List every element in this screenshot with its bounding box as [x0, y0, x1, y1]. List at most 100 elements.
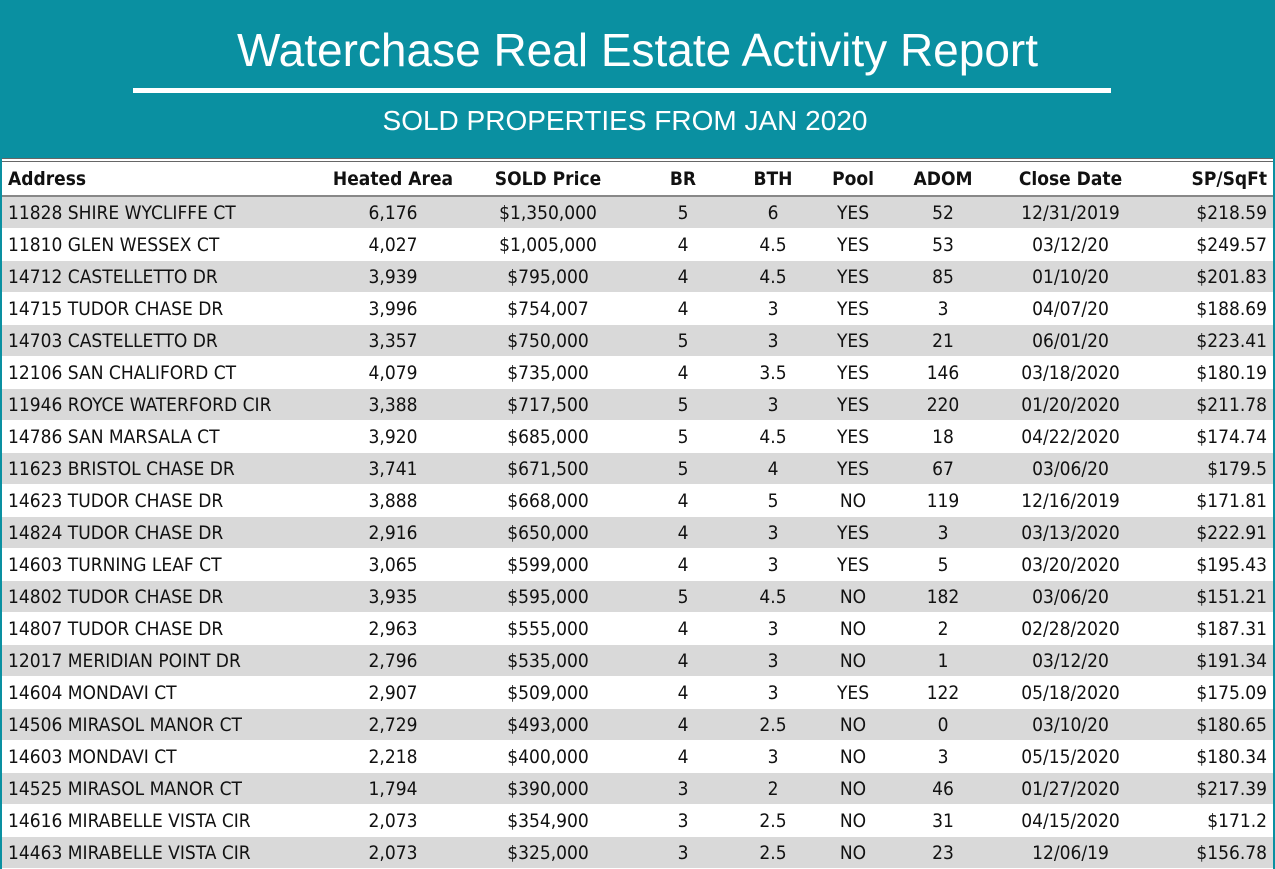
cell-heated-area: 3,388: [368, 393, 418, 416]
cell-br: 5: [677, 201, 689, 224]
cell-pool: YES: [836, 297, 870, 320]
cell-heated-area: 2,796: [368, 649, 418, 672]
column-header-sold-price: SOLD Price: [494, 167, 602, 190]
cell-sp-sqft: $180.19: [1196, 361, 1267, 384]
cell-heated-area: 3,357: [368, 329, 418, 352]
cell-sp-sqft: $156.78: [1196, 841, 1267, 864]
cell-pool: NO: [839, 809, 867, 832]
cell-br: 4: [677, 553, 689, 576]
cell-close-date: 04/15/2020: [1021, 809, 1120, 832]
cell-bth: 4.5: [759, 265, 787, 288]
cell-heated-area: 2,963: [368, 617, 418, 640]
cell-address: 14712 CASTELLETTO DR: [8, 265, 218, 288]
cell-br: 5: [677, 393, 689, 416]
cell-pool: YES: [836, 329, 870, 352]
cell-heated-area: 3,996: [368, 297, 418, 320]
cell-close-date: 03/06/20: [1032, 585, 1109, 608]
table-row: 14786 SAN MARSALA CT 3,920 $685,000 5 4.5 YES…: [2, 421, 1273, 453]
cell-bth: 4.5: [759, 233, 787, 256]
title-divider: [133, 88, 1111, 93]
cell-heated-area: 3,935: [368, 585, 418, 608]
cell-bth: 2.5: [759, 809, 787, 832]
cell-heated-area: 2,218: [368, 745, 418, 768]
cell-pool: YES: [836, 521, 870, 544]
cell-sp-sqft: $191.34: [1196, 649, 1267, 672]
cell-close-date: 02/28/2020: [1021, 617, 1120, 640]
cell-sold-price: $717,500: [507, 393, 589, 416]
cell-br: 3: [677, 777, 689, 800]
cell-address: 14603 TURNING LEAF CT: [8, 553, 222, 576]
cell-close-date: 03/20/2020: [1021, 553, 1120, 576]
cell-adom: 2: [937, 617, 949, 640]
cell-sold-price: $750,000: [507, 329, 589, 352]
cell-address: 14506 MIRASOL MANOR CT: [8, 713, 242, 736]
cell-bth: 5: [767, 489, 779, 512]
cell-sp-sqft: $171.81: [1196, 489, 1267, 512]
cell-address: 14807 TUDOR CHASE DR: [8, 617, 224, 640]
column-header-heated-area: Heated Area: [332, 167, 454, 190]
cell-sp-sqft: $171.2: [1207, 809, 1267, 832]
cell-bth: 3: [767, 681, 779, 704]
cell-close-date: 05/15/2020: [1021, 745, 1120, 768]
cell-bth: 3: [767, 297, 779, 320]
cell-sp-sqft: $151.21: [1196, 585, 1267, 608]
cell-sp-sqft: $223.41: [1196, 329, 1267, 352]
cell-address: 14824 TUDOR CHASE DR: [8, 521, 224, 544]
cell-sp-sqft: $222.91: [1196, 521, 1267, 544]
cell-br: 4: [677, 489, 689, 512]
cell-bth: 2.5: [759, 841, 787, 864]
cell-sold-price: $650,000: [507, 521, 589, 544]
cell-sold-price: $509,000: [507, 681, 589, 704]
table-row: 12106 SAN CHALIFORD CT 4,079 $735,000 4 3.5 Y…: [2, 357, 1273, 389]
cell-pool: YES: [836, 265, 870, 288]
cell-br: 4: [677, 745, 689, 768]
report-banner: Waterchase Real Estate Activity Report S…: [0, 0, 1275, 158]
cell-heated-area: 3,741: [368, 457, 418, 480]
cell-adom: 67: [932, 457, 954, 480]
cell-adom: 119: [926, 489, 960, 512]
cell-bth: 4.5: [759, 425, 787, 448]
cell-close-date: 12/06/19: [1032, 841, 1109, 864]
cell-sold-price: $354,900: [507, 809, 589, 832]
cell-sp-sqft: $217.39: [1196, 777, 1267, 800]
table-header-row: Address Heated Area SOLD Price BR BTH Pool ADO…: [2, 160, 1273, 196]
cell-address: 11810 GLEN WESSEX CT: [8, 233, 220, 256]
cell-heated-area: 3,920: [368, 425, 418, 448]
cell-address: 14463 MIRABELLE VISTA CIR: [8, 841, 251, 864]
cell-address: 14786 SAN MARSALA CT: [8, 425, 220, 448]
cell-close-date: 06/01/20: [1032, 329, 1109, 352]
cell-close-date: 04/22/2020: [1021, 425, 1120, 448]
cell-heated-area: 1,794: [368, 777, 418, 800]
column-header-pool: Pool: [832, 167, 874, 190]
cell-adom: 18: [932, 425, 954, 448]
cell-pool: NO: [839, 585, 867, 608]
cell-heated-area: 2,916: [368, 521, 418, 544]
cell-adom: 3: [937, 297, 949, 320]
cell-close-date: 01/27/2020: [1021, 777, 1120, 800]
cell-pool: NO: [839, 841, 867, 864]
cell-sold-price: $1,350,000: [499, 201, 597, 224]
table-row: 14603 TURNING LEAF CT 3,065 $599,000 4 3 YES 5…: [2, 549, 1273, 581]
cell-bth: 3: [767, 745, 779, 768]
cell-adom: 46: [932, 777, 954, 800]
cell-heated-area: 2,073: [368, 841, 418, 864]
table-row: 14623 TUDOR CHASE DR 3,888 $668,000 4 5 NO 119…: [2, 485, 1273, 517]
cell-bth: 6: [767, 201, 779, 224]
column-header-adom: ADOM: [913, 167, 973, 190]
cell-sp-sqft: $249.57: [1196, 233, 1267, 256]
cell-sold-price: $668,000: [507, 489, 589, 512]
cell-pool: YES: [836, 425, 870, 448]
cell-bth: 3: [767, 521, 779, 544]
cell-sp-sqft: $218.59: [1196, 201, 1267, 224]
cell-sp-sqft: $187.31: [1196, 617, 1267, 640]
cell-sold-price: $595,000: [507, 585, 589, 608]
page-subtitle: SOLD PROPERTIES FROM JAN 2020: [382, 105, 868, 136]
table-row: 14802 TUDOR CHASE DR 3,935 $595,000 5 4.5 NO 1…: [2, 580, 1273, 613]
cell-sold-price: $1,005,000: [499, 233, 597, 256]
cell-close-date: 03/12/20: [1032, 649, 1109, 672]
table-row: 14824 TUDOR CHASE DR 2,916 $650,000 4 3 YES 3 0…: [2, 516, 1273, 549]
cell-sp-sqft: $195.43: [1196, 553, 1267, 576]
cell-pool: YES: [836, 681, 870, 704]
cell-br: 4: [677, 361, 689, 384]
cell-pool: NO: [839, 617, 867, 640]
